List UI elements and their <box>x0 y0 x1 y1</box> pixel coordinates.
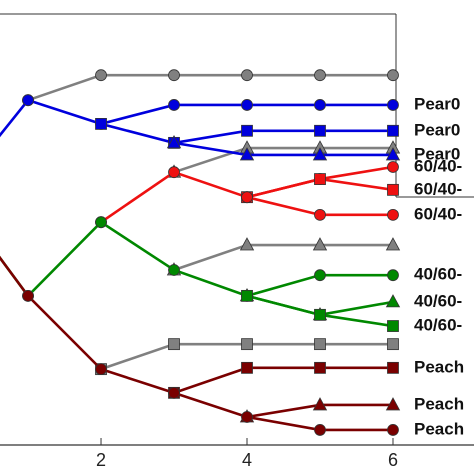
marker <box>22 289 34 302</box>
marker <box>314 99 326 111</box>
series-line <box>0 220 393 298</box>
series-label: 60/40- <box>414 156 462 175</box>
marker <box>312 397 328 411</box>
marker <box>241 124 253 137</box>
marker <box>168 166 180 179</box>
marker <box>314 308 326 321</box>
marker <box>241 289 253 302</box>
series-label: Pear0 <box>414 120 460 139</box>
marker <box>314 69 326 82</box>
series-line <box>173 366 393 395</box>
marker <box>385 397 401 411</box>
series-label: Peach <box>414 419 464 438</box>
series-label: Peach <box>414 357 464 376</box>
marker <box>168 386 180 399</box>
x-tick-label: 4 <box>242 450 252 470</box>
marker <box>314 269 326 282</box>
marker <box>95 363 107 376</box>
marker <box>387 124 399 137</box>
marker <box>314 361 326 374</box>
marker <box>312 147 328 161</box>
marker <box>168 264 180 276</box>
series-label: 40/60- <box>414 265 462 284</box>
series-label: Pear0 <box>414 94 460 113</box>
marker <box>385 147 401 161</box>
marker <box>22 94 34 107</box>
marker <box>241 361 253 374</box>
x-tick-label: 6 <box>388 450 398 470</box>
marker <box>241 99 253 111</box>
series-line <box>27 73 393 102</box>
marker <box>387 183 399 196</box>
series-label: 60/40- <box>414 179 462 198</box>
marker <box>95 118 107 130</box>
marker <box>239 237 255 251</box>
marker <box>241 191 253 204</box>
marker <box>387 99 399 111</box>
marker <box>387 320 399 332</box>
marker <box>168 99 180 111</box>
x-tick-label: 2 <box>96 450 106 470</box>
marker <box>387 338 399 351</box>
series-label: Pear0 <box>414 144 460 163</box>
marker <box>314 208 326 221</box>
series-line <box>173 243 393 272</box>
series-label: 40/60- <box>414 291 462 310</box>
marker <box>314 124 326 137</box>
marker <box>166 135 182 149</box>
marker <box>241 411 253 423</box>
marker <box>385 294 401 308</box>
marker <box>387 269 399 282</box>
marker <box>387 161 399 173</box>
marker <box>95 69 107 82</box>
marker <box>241 69 253 82</box>
marker <box>168 69 180 82</box>
marker <box>387 69 399 82</box>
marker <box>314 338 326 351</box>
marker <box>314 173 326 185</box>
marker <box>239 147 255 161</box>
series-label: 60/40- <box>414 204 462 223</box>
marker <box>241 338 253 351</box>
marker <box>387 361 399 374</box>
marker <box>312 237 328 251</box>
marker <box>168 338 180 351</box>
series-line <box>173 146 393 174</box>
marker <box>387 424 399 436</box>
marker <box>95 216 107 229</box>
series-line <box>173 141 393 157</box>
series-label: 40/60- <box>414 316 462 335</box>
series-label: Peach <box>414 394 464 413</box>
marker <box>314 424 326 436</box>
marker <box>387 208 399 221</box>
marker <box>385 237 401 251</box>
